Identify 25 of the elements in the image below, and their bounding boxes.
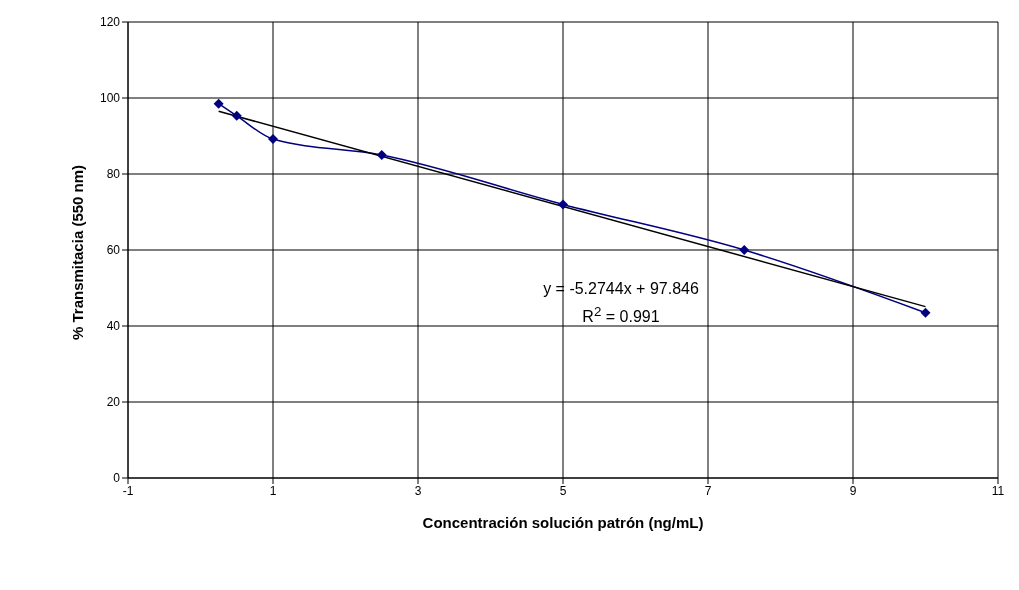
x-tick-label: -1	[122, 483, 134, 498]
x-axis-title: Concentración solución patrón (ng/mL)	[422, 514, 704, 531]
y-tick-label: 60	[106, 243, 121, 258]
x-tick-label: 11	[991, 483, 1005, 498]
point	[376, 150, 387, 160]
point	[213, 98, 224, 109]
point	[231, 110, 242, 121]
y-tick-label: 80	[106, 167, 121, 182]
point	[558, 199, 568, 210]
point	[268, 134, 278, 145]
x-tick-label: 3	[414, 483, 422, 498]
y-tick-label: 120	[99, 15, 121, 30]
y-tick-label: 20	[106, 395, 121, 410]
annotation: y = -5.2744x + 97.846	[542, 280, 700, 298]
point	[920, 307, 931, 318]
point	[739, 245, 750, 255]
y-axis-title: % Transmitacia (550 nm)	[69, 164, 87, 340]
y-tick-label: 40	[106, 319, 121, 334]
x-tick-label: 1	[269, 483, 277, 498]
y-tick-label: 100	[99, 91, 121, 106]
x-tick-label: 9	[849, 483, 857, 498]
x-tick-label: 7	[704, 483, 712, 498]
annotation: R$^{2}$ = 0.991	[581, 304, 661, 327]
y-tick-label: 0	[113, 471, 121, 486]
x-tick-label: 5	[559, 483, 567, 498]
